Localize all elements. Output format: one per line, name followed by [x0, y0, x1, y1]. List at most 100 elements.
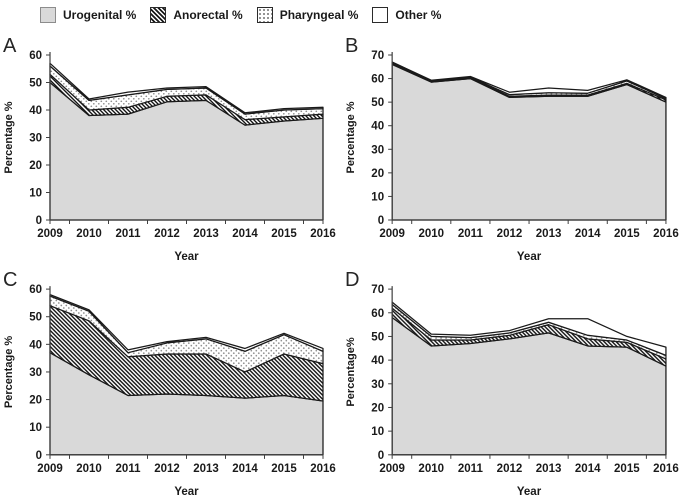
x-axis-title: Year	[517, 486, 542, 498]
x-tick-label: 2016	[653, 228, 679, 240]
x-tick-label: 2012	[154, 463, 180, 475]
y-axis-title: Percentage %	[345, 101, 357, 173]
chart-grid: 0 10 20 30 40 50 60 2009 2010 2011 2012 2013 2014 201…	[0, 30, 685, 499]
x-tick-label: 2013	[536, 228, 562, 240]
x-tick-label: 2010	[76, 228, 102, 240]
other-swatch-icon	[372, 7, 389, 23]
x-tick-label: 2009	[379, 228, 405, 240]
legend: Urogenital % Anorectal % Pharyngeal % Ot…	[0, 0, 685, 30]
legend-item-pharyngeal: Pharyngeal %	[256, 7, 359, 23]
legend-label-urogenital: Urogenital %	[63, 8, 137, 22]
y-tick-label: 10	[371, 191, 384, 203]
y-tick-label: 40	[29, 339, 42, 351]
legend-label-other: Other %	[395, 8, 442, 22]
x-tick-label: 2012	[497, 463, 523, 475]
y-tick-label: 60	[29, 50, 42, 62]
y-tick-label: 0	[378, 450, 384, 462]
x-tick-label: 2011	[116, 228, 142, 240]
x-axis-title: Year	[174, 251, 199, 263]
y-tick-label: 50	[371, 97, 384, 109]
x-tick-label: 2012	[497, 228, 523, 240]
y-tick-label: 70	[371, 50, 384, 62]
axes	[391, 286, 666, 456]
y-tick-label: 60	[371, 74, 384, 86]
area-other	[391, 301, 667, 357]
panel-a: 0 10 20 30 40 50 60 2009 2010 2011 2012 2013 2014 201…	[0, 30, 342, 264]
x-tick-label: 2013	[536, 463, 562, 475]
y-tick-label: 0	[378, 215, 384, 227]
legend-label-anorectal: Anorectal %	[173, 8, 243, 22]
y-tick-label: 20	[371, 168, 384, 180]
panel-letter: B	[345, 35, 358, 57]
area-other	[391, 61, 667, 100]
y-axis-title: Percentage %	[3, 101, 15, 173]
x-tick-label: 2015	[271, 228, 297, 240]
x-tick-label: 2015	[614, 463, 640, 475]
x-tick-label: 2009	[37, 228, 63, 240]
x-tick-label: 2013	[193, 463, 219, 475]
y-tick-label: 20	[29, 395, 42, 407]
x-tick-label: 2011	[458, 228, 484, 240]
x-tick-label: 2014	[232, 463, 258, 475]
y-tick-label: 0	[36, 215, 42, 227]
y-tick-label: 30	[29, 367, 42, 379]
y-tick-label: 70	[371, 284, 384, 296]
y-tick-label: 10	[371, 426, 384, 438]
panel-d-chart: 0 10 20 30 40 50 60 70 2009 2010 2011 2012 2013 2014 2…	[345, 269, 679, 498]
panel-a-chart: 0 10 20 30 40 50 60 2009 2010 2011 2012 2013 2014 201…	[3, 35, 336, 263]
x-tick-label: 2011	[458, 463, 484, 475]
x-tick-label: 2015	[614, 228, 640, 240]
y-tick-label: 50	[371, 331, 384, 343]
anorectal-swatch-icon	[150, 7, 167, 23]
panel-c-chart: 0 10 20 30 40 50 60 2009 2010 2011 2012 2013 2014 201…	[3, 269, 336, 498]
area-urogenital	[391, 63, 667, 221]
x-axis-title: Year	[517, 251, 542, 263]
y-axis-title: Percentage %	[3, 336, 15, 409]
panel-letter: A	[3, 35, 17, 57]
x-tick-label: 2016	[653, 463, 679, 475]
panel-letter: C	[3, 269, 17, 291]
panel-c: 0 10 20 30 40 50 60 2009 2010 2011 2012 2013 2014 201…	[0, 264, 342, 499]
y-tick-label: 50	[29, 78, 42, 90]
y-tick-label: 0	[36, 450, 42, 462]
y-tick-label: 10	[29, 188, 42, 200]
y-tick-label: 40	[371, 121, 384, 133]
legend-item-other: Other %	[372, 7, 441, 23]
y-tick-label: 20	[29, 160, 42, 172]
panel-letter: D	[345, 269, 359, 291]
y-tick-label: 50	[29, 312, 42, 324]
x-axis-title: Year	[174, 486, 199, 498]
legend-item-urogenital: Urogenital %	[40, 7, 136, 23]
x-tick-label: 2010	[418, 228, 444, 240]
x-tick-label: 2016	[310, 463, 336, 475]
y-tick-label: 40	[29, 105, 42, 117]
area-other	[49, 62, 324, 115]
x-tick-label: 2009	[379, 463, 405, 475]
urogenital-swatch-icon	[40, 7, 56, 23]
x-tick-label: 2011	[116, 463, 142, 475]
y-tick-label: 30	[29, 133, 42, 145]
y-tick-label: 60	[371, 308, 384, 320]
x-tick-label: 2014	[232, 228, 258, 240]
x-tick-label: 2009	[37, 463, 63, 475]
x-tick-label: 2016	[310, 228, 336, 240]
y-tick-label: 30	[371, 144, 384, 156]
legend-item-anorectal: Anorectal %	[150, 7, 243, 23]
x-tick-label: 2010	[76, 463, 102, 475]
y-tick-label: 30	[371, 379, 384, 391]
x-tick-label: 2015	[271, 463, 297, 475]
y-tick-label: 20	[371, 402, 384, 414]
area-other	[49, 294, 324, 354]
y-tick-label: 40	[371, 355, 384, 367]
legend-label-pharyngeal: Pharyngeal %	[279, 8, 359, 22]
x-tick-label: 2013	[193, 228, 219, 240]
y-axis-title: Percentage%	[345, 337, 357, 406]
x-tick-label: 2014	[575, 228, 601, 240]
y-tick-label: 60	[29, 284, 42, 296]
x-tick-label: 2014	[575, 463, 601, 475]
x-tick-label: 2010	[418, 463, 444, 475]
panel-b: 0 10 20 30 40 50 60 70 2009 2010 2011 2012 2013 2014 2…	[342, 30, 685, 264]
pharyngeal-swatch-icon	[256, 7, 273, 23]
x-tick-label: 2012	[154, 228, 180, 240]
